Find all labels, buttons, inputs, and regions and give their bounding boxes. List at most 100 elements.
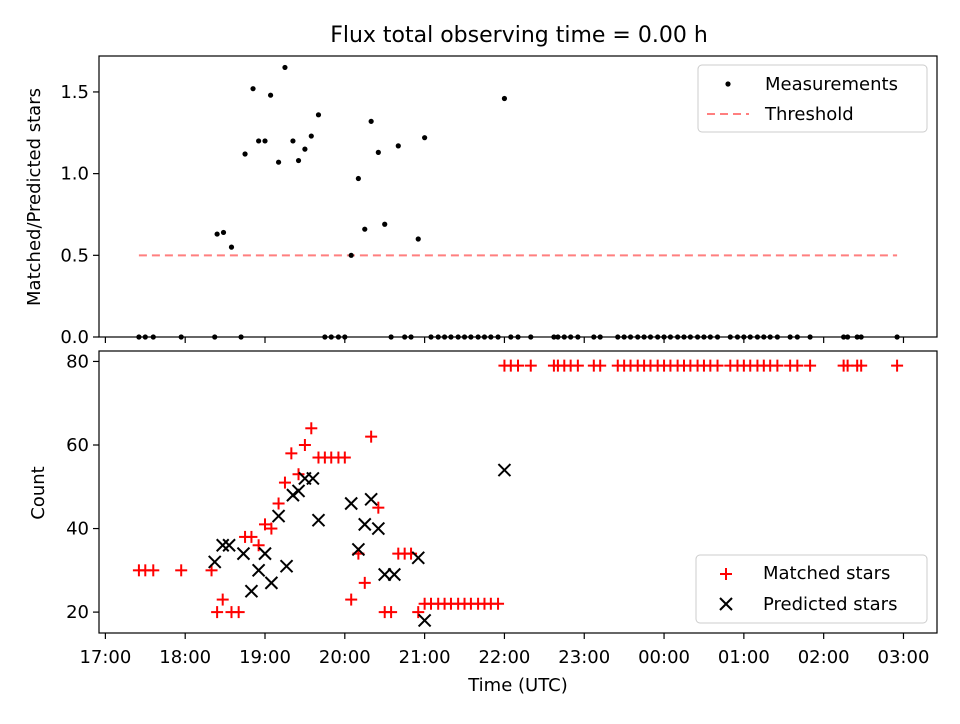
matched-star-marker bbox=[594, 359, 607, 372]
measurement-point bbox=[854, 334, 860, 340]
measurement-point bbox=[597, 334, 603, 340]
bottom-panel: 20 40 60 80 17:00 18:00 19:00 20:00 21:00 22:00 2… bbox=[28, 350, 938, 696]
predicted-star-stroke-b bbox=[236, 546, 251, 561]
x-tick-label: 19:00 bbox=[239, 647, 291, 668]
predicted-star-marker bbox=[344, 496, 358, 511]
measurement-point bbox=[302, 146, 308, 152]
measurement-points bbox=[136, 64, 900, 340]
matched-star-marker bbox=[891, 359, 904, 372]
matched-star-marker bbox=[345, 593, 358, 606]
measurement-point bbox=[388, 334, 394, 340]
x-tick-label: 17:00 bbox=[79, 647, 131, 668]
predicted-star-marker bbox=[411, 551, 425, 565]
measurement-point bbox=[328, 334, 334, 340]
measurement-point bbox=[858, 334, 864, 340]
predicted-star-stroke-b bbox=[244, 584, 259, 598]
measurement-point bbox=[681, 334, 687, 340]
predicted-star-marker bbox=[258, 546, 272, 561]
x-tick-label: 22:00 bbox=[478, 647, 530, 668]
matched-star-marker bbox=[285, 447, 298, 460]
matched-star-marker bbox=[385, 606, 398, 619]
predicted-star-stroke-b bbox=[497, 463, 512, 477]
top-panel: Flux total observing time = 0.00 h 0.00.… bbox=[24, 23, 938, 348]
measurement-point bbox=[402, 334, 408, 340]
measurement-point bbox=[382, 221, 388, 227]
matched-star-marker bbox=[492, 597, 505, 610]
predicted-star-stroke-b bbox=[358, 517, 372, 532]
matched-star-marker bbox=[252, 539, 265, 552]
measurement-point bbox=[435, 334, 441, 340]
predicted-stars-points bbox=[208, 463, 512, 628]
matched-star-marker bbox=[571, 359, 584, 372]
measurement-point bbox=[734, 334, 741, 340]
matched-star-marker bbox=[791, 359, 804, 372]
measurement-point bbox=[441, 334, 448, 340]
predicted-star-marker bbox=[251, 563, 266, 578]
matched-star-marker bbox=[265, 522, 278, 535]
x-tick-label: 03:00 bbox=[878, 647, 930, 668]
predicted-star-stroke-b bbox=[215, 538, 230, 552]
measurement-point bbox=[501, 95, 508, 102]
measurement-point bbox=[282, 64, 288, 71]
measurement-point bbox=[667, 334, 674, 340]
matched-star-marker bbox=[855, 359, 868, 372]
measurement-point bbox=[468, 334, 474, 340]
matched-star-marker bbox=[259, 518, 272, 531]
measurement-point bbox=[845, 334, 851, 340]
legend-measurements-label: Measurements bbox=[765, 74, 898, 95]
x-tick-label: 02:00 bbox=[798, 647, 850, 668]
predicted-star-marker bbox=[306, 471, 320, 486]
predicted-star-stroke-b bbox=[378, 567, 392, 582]
measurement-point bbox=[787, 334, 793, 340]
measurement-point bbox=[495, 334, 501, 340]
measurement-point bbox=[841, 334, 847, 340]
measurement-point bbox=[415, 236, 421, 242]
measurement-point bbox=[794, 334, 800, 340]
bottom-y-axis-label: Count bbox=[28, 466, 49, 519]
measurement-point bbox=[635, 334, 641, 340]
predicted-star-stroke-b bbox=[417, 613, 432, 628]
top-y-tick-label: 1.0 bbox=[60, 164, 89, 185]
matched-star-marker bbox=[278, 476, 291, 489]
predicted-star-stroke-b bbox=[279, 559, 294, 573]
measurement-point bbox=[428, 334, 434, 340]
matched-star-marker bbox=[338, 451, 351, 464]
predicted-star-marker bbox=[371, 521, 386, 536]
top-y-ticks: 0.0 0.5 1.0 1.5 bbox=[60, 82, 99, 348]
measurement-point bbox=[641, 334, 647, 340]
measurement-point bbox=[238, 334, 244, 340]
predicted-star-marker bbox=[497, 463, 512, 477]
matched-star-marker bbox=[771, 359, 784, 372]
predicted-star-stroke-b bbox=[306, 471, 320, 486]
matched-star-marker bbox=[298, 439, 311, 451]
measurement-point bbox=[322, 334, 328, 340]
measurement-point bbox=[591, 334, 597, 340]
x-tick-label: 23:00 bbox=[558, 647, 610, 668]
top-y-axis-label: Matched/Predicted stars bbox=[24, 88, 45, 306]
measurement-point bbox=[275, 159, 282, 165]
predicted-star-marker bbox=[387, 567, 402, 582]
top-y-tick-label: 1.5 bbox=[60, 82, 89, 103]
measurement-point bbox=[528, 334, 534, 340]
measurement-point bbox=[687, 334, 693, 340]
chart-title: Flux total observing time = 0.00 h bbox=[330, 23, 708, 48]
predicted-star-stroke-b bbox=[311, 513, 326, 527]
measurement-point bbox=[647, 334, 654, 340]
predicted-star-marker bbox=[244, 584, 259, 598]
measurement-point bbox=[807, 334, 813, 340]
predicted-star-marker bbox=[264, 576, 279, 590]
legend-threshold-label: Threshold bbox=[764, 104, 854, 125]
predicted-star-marker bbox=[291, 484, 306, 498]
measurement-point bbox=[515, 334, 521, 340]
measurement-point bbox=[894, 334, 900, 340]
predicted-star-marker bbox=[351, 542, 366, 557]
bottom-y-tick-label: 40 bbox=[66, 519, 89, 540]
matched-star-marker bbox=[711, 359, 724, 372]
predicted-star-marker bbox=[279, 559, 294, 573]
measurement-point bbox=[348, 252, 354, 258]
matched-star-marker bbox=[216, 593, 229, 606]
measurement-point bbox=[214, 231, 220, 237]
legend-predicted-label: Predicted stars bbox=[763, 594, 897, 615]
top-x-ticks bbox=[104, 337, 905, 343]
